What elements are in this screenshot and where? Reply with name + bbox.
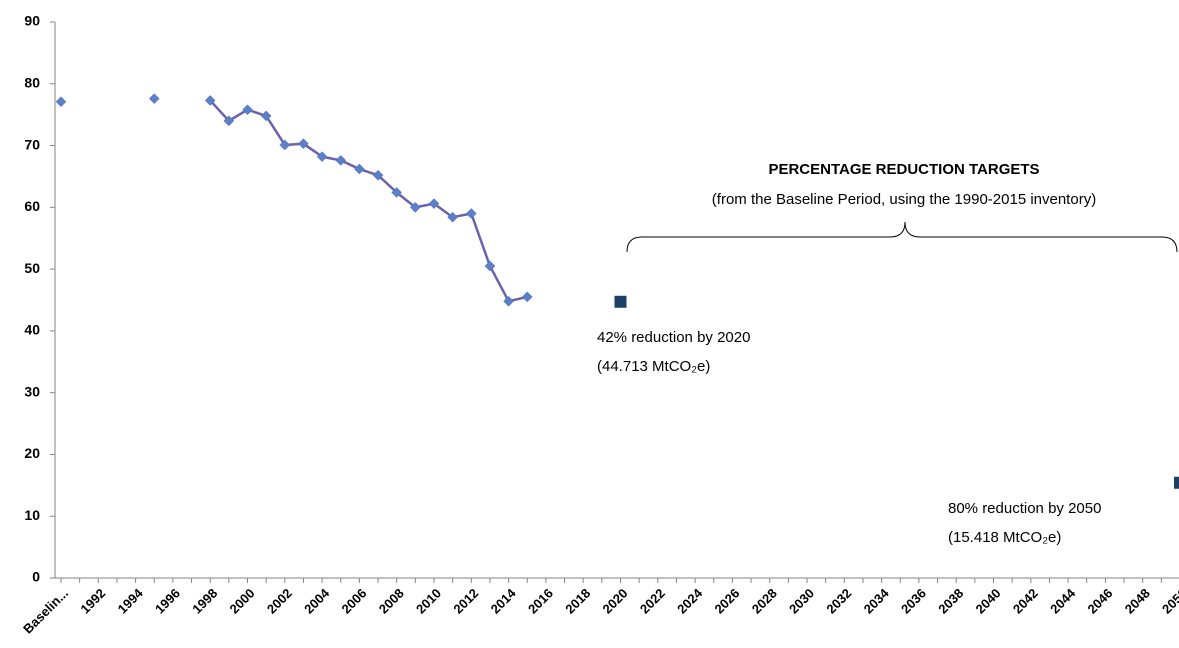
marker <box>335 155 347 166</box>
marker <box>521 291 533 303</box>
x-tick-label: 2014 <box>488 585 520 617</box>
marker <box>484 260 496 272</box>
y-tick-label: 90 <box>24 13 40 29</box>
marker <box>279 139 291 151</box>
x-tick-label: 2028 <box>749 586 780 617</box>
marker <box>148 93 160 104</box>
x-tick-label: 2046 <box>1084 586 1115 617</box>
x-tick-label: 2038 <box>935 586 966 617</box>
annotation-subtitle: (from the Baseline Period, using the 199… <box>712 191 1096 208</box>
y-tick-label: 80 <box>24 74 40 90</box>
x-tick-label: 2012 <box>450 586 481 617</box>
x-tick-label: 2032 <box>823 586 854 617</box>
target-marker <box>614 295 627 308</box>
marker <box>465 208 477 219</box>
y-tick-label: 30 <box>24 383 40 399</box>
x-tick-label: 1996 <box>152 586 183 617</box>
marker <box>503 295 514 307</box>
x-tick-label: 2010 <box>413 586 444 617</box>
x-tick-label: 2040 <box>973 586 1004 617</box>
x-tick-label: 2048 <box>1122 586 1153 617</box>
x-tick-label: 1998 <box>189 586 220 617</box>
x-tick-label: 2050 <box>1159 586 1179 617</box>
x-tick-label: Baselin... <box>20 586 71 637</box>
x-tick-label: 2020 <box>600 586 631 617</box>
x-tick-label: 1994 <box>115 585 147 617</box>
y-tick-label: 10 <box>24 507 40 523</box>
marker <box>204 95 216 106</box>
x-tick-label: 2044 <box>1047 585 1079 617</box>
y-tick-label: 40 <box>24 322 40 338</box>
y-tick-label: 70 <box>24 136 40 152</box>
x-tick-label: 2000 <box>227 586 258 617</box>
y-tick-label: 50 <box>24 260 40 276</box>
x-tick-label: 2042 <box>1010 586 1041 617</box>
marker <box>316 151 328 163</box>
y-tick-label: 0 <box>32 569 40 585</box>
marker <box>447 211 459 223</box>
annotation: 42% reduction by 2020 <box>597 329 750 346</box>
x-tick-label: 2026 <box>711 586 742 617</box>
x-tick-label: 2002 <box>264 586 295 617</box>
x-tick-label: 2022 <box>637 586 668 617</box>
annotation-title: PERCENTAGE REDUCTION TARGETS <box>768 161 1039 178</box>
x-tick-label: 2004 <box>301 585 333 617</box>
target-marker <box>1174 476 1179 489</box>
x-tick-label: 2036 <box>898 586 929 617</box>
series-line <box>209 99 528 303</box>
marker <box>298 138 309 150</box>
y-tick-label: 60 <box>24 198 40 214</box>
annotation: 80% reduction by 2050 <box>948 500 1101 517</box>
brace <box>626 221 1178 253</box>
x-tick-label: 2006 <box>338 586 369 617</box>
x-tick-label: 2030 <box>786 586 817 617</box>
marker <box>242 104 253 116</box>
marker <box>223 115 235 127</box>
marker <box>409 201 421 213</box>
x-tick-label: 2016 <box>525 586 556 617</box>
marker <box>372 169 384 181</box>
x-tick-label: 2034 <box>861 585 893 617</box>
annotation: (44.713 MtCO₂e) <box>597 358 710 375</box>
y-tick-label: 20 <box>24 445 40 461</box>
marker <box>354 163 365 175</box>
marker <box>391 187 403 198</box>
marker <box>428 198 440 209</box>
marker <box>260 110 272 122</box>
x-tick-label: 2024 <box>674 585 706 617</box>
annotation: (15.418 MtCO₂e) <box>948 529 1061 546</box>
x-tick-label: 1992 <box>77 586 108 617</box>
x-tick-label: 2018 <box>562 586 593 617</box>
marker <box>55 96 67 108</box>
x-tick-label: 2008 <box>376 586 407 617</box>
